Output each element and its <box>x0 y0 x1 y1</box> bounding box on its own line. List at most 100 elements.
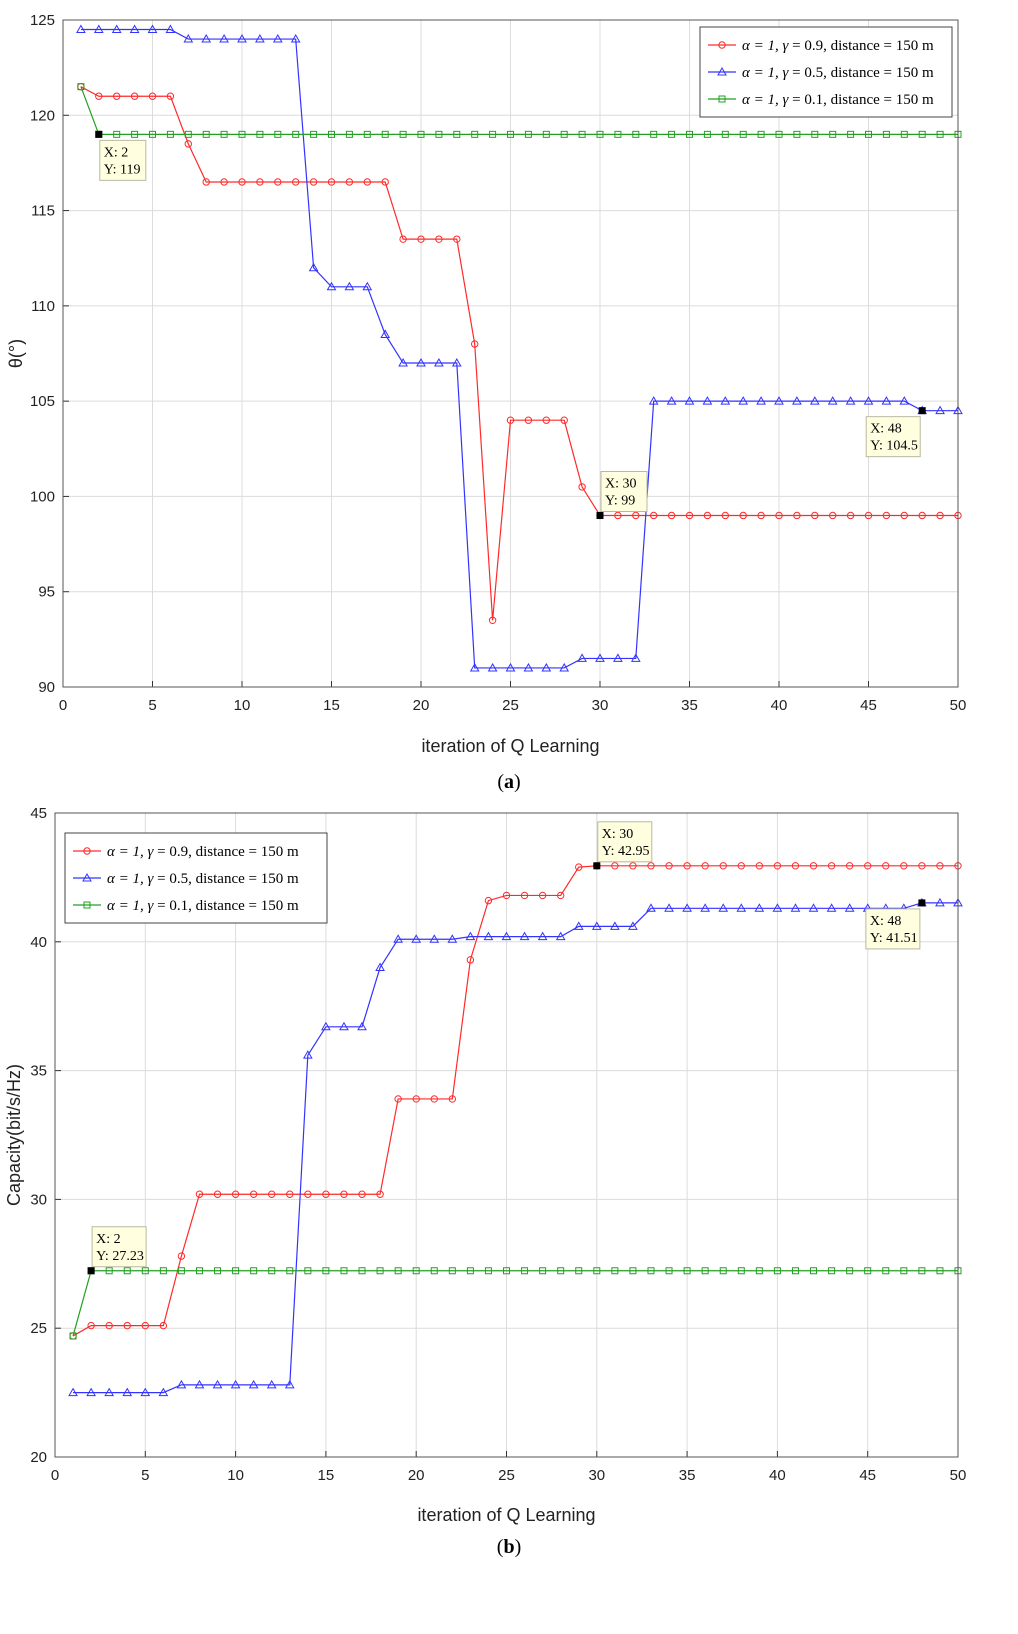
data-point <box>201 34 212 43</box>
datatip-y: Y: 99 <box>605 493 635 508</box>
data-point <box>256 130 264 138</box>
data-point <box>721 511 729 520</box>
data-point <box>104 1387 115 1397</box>
datatip-box <box>865 908 921 950</box>
data-point <box>183 34 194 43</box>
datatip-box <box>865 416 921 458</box>
legend-label: α = 1, γ = 0.9, distance = 150 m <box>107 844 299 860</box>
data-point <box>556 891 565 900</box>
data-point <box>900 862 908 870</box>
legend-entry: α = 1, γ = 0.9, distance = 150 m <box>73 844 299 860</box>
legend-label-gamma: γ <box>783 65 790 81</box>
data-point <box>448 1095 457 1103</box>
data-point <box>376 1267 384 1275</box>
data-point <box>272 34 283 43</box>
x-tick-label: 40 <box>769 1467 786 1484</box>
data-point <box>809 862 818 870</box>
data-point <box>123 1321 131 1330</box>
data-point <box>578 130 586 138</box>
panel-caption: (a) <box>497 771 520 793</box>
data-point <box>846 1267 854 1275</box>
series-3 <box>69 1267 962 1340</box>
data-point <box>290 34 301 43</box>
y-tick-label: 45 <box>30 805 47 822</box>
y-tick-label: 95 <box>38 584 55 601</box>
panel-caption: (b) <box>497 1536 521 1558</box>
data-point <box>381 130 389 138</box>
data-point <box>650 130 658 138</box>
data-point <box>613 653 623 662</box>
data-point <box>399 130 407 138</box>
data-point <box>328 130 335 138</box>
y-tick-label: 115 <box>31 203 55 220</box>
y-tick-label: 40 <box>30 934 47 951</box>
data-point <box>648 396 659 405</box>
data-point <box>811 511 819 520</box>
data-point <box>882 1267 890 1275</box>
data-point <box>791 862 800 870</box>
data-point <box>702 396 713 405</box>
datatip-y: Y: 41.51 <box>870 931 918 946</box>
x-tick-label: 15 <box>323 697 340 714</box>
data-point <box>936 130 944 138</box>
data-point <box>487 662 498 672</box>
data-point <box>86 1387 96 1397</box>
data-point <box>105 1321 113 1330</box>
data-point <box>775 511 783 520</box>
data-point <box>524 416 533 424</box>
data-point <box>614 511 622 520</box>
legend-label: α = 1, γ = 0.1, distance = 150 m <box>742 92 934 108</box>
data-point <box>664 903 674 912</box>
data-point <box>557 1267 565 1275</box>
y-tick-label: 125 <box>30 12 55 29</box>
data-point <box>451 358 462 367</box>
data-point <box>255 34 265 43</box>
data-point <box>398 358 408 367</box>
data-point <box>665 1267 673 1275</box>
datatip: X: 30 Y: 99 <box>596 470 648 519</box>
data-point <box>340 1190 348 1198</box>
legend-label-prefix: α = 1, <box>107 898 148 914</box>
data-point <box>326 281 337 291</box>
data-point <box>667 511 676 520</box>
data-point <box>308 262 319 272</box>
x-tick-label: 25 <box>502 697 519 714</box>
x-tick-label: 50 <box>950 697 967 714</box>
data-point <box>560 130 568 138</box>
datatip-x: X: 2 <box>104 145 129 160</box>
data-point <box>577 653 587 662</box>
data-point <box>310 130 318 138</box>
legend-label-prefix: α = 1, <box>742 38 783 54</box>
data-point <box>611 862 619 870</box>
x-tick-label: 10 <box>234 697 251 714</box>
data-point <box>539 1267 547 1275</box>
data-point <box>345 130 353 138</box>
series-line <box>80 28 958 669</box>
data-point <box>394 1267 402 1275</box>
data-point <box>394 1095 402 1103</box>
data-point <box>76 24 86 34</box>
data-point <box>630 653 641 662</box>
data-point <box>918 130 926 138</box>
data-point <box>738 396 749 405</box>
data-point <box>537 931 548 941</box>
datatip-marker <box>918 407 926 415</box>
data-point <box>628 921 638 930</box>
legend-entry: α = 1, γ = 0.5, distance = 150 m <box>708 65 934 81</box>
datatip-marker <box>918 899 926 907</box>
x-tick-label: 5 <box>148 697 156 714</box>
data-point <box>560 416 568 424</box>
data-point <box>411 934 422 943</box>
datatip: X: 2 Y: 27.23 <box>87 1226 147 1275</box>
datatip: X: 48 Y: 104.5 <box>865 407 926 458</box>
data-point <box>123 1267 131 1275</box>
data-point <box>629 862 637 870</box>
datatip-x: X: 48 <box>870 422 902 437</box>
data-point <box>375 962 385 972</box>
data-point <box>380 329 391 338</box>
data-point <box>881 396 892 405</box>
data-point <box>362 281 373 291</box>
data-point <box>865 130 872 138</box>
data-point <box>646 903 656 912</box>
data-point <box>720 396 731 405</box>
